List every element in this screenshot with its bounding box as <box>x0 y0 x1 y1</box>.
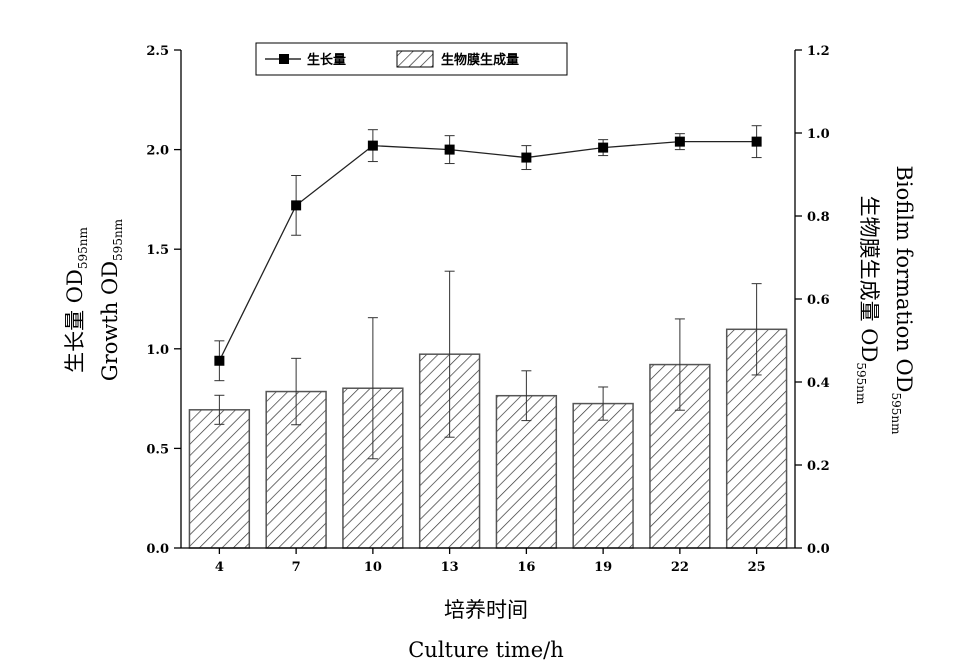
legend-hatch-swatch <box>396 50 434 68</box>
x-tick-label: 22 <box>671 560 689 575</box>
biofilm-bar <box>188 409 251 549</box>
y-right-tick-label: 0.8 <box>807 210 830 225</box>
growth-point <box>367 140 378 151</box>
legend: 生长量 生物膜生成量 <box>255 42 568 76</box>
y-right-tick-label: 0.4 <box>807 376 830 391</box>
growth-point <box>444 144 455 155</box>
growth-point <box>291 200 302 211</box>
y-left-title-cn: 生长量 OD595nm <box>63 227 90 373</box>
x-tick-label: 7 <box>292 560 301 575</box>
y-left-tick-label: 2.0 <box>146 144 169 159</box>
y-right-tick-label: 0.6 <box>807 293 830 308</box>
y-left-tick-label: 1.0 <box>146 343 169 358</box>
y-left-title-en: Growth OD595nm <box>98 218 125 381</box>
growth-point <box>674 136 685 147</box>
x-axis-title-cn: 培养时间 <box>444 598 528 622</box>
biofilm-bar <box>572 402 634 549</box>
y-right-tick-label: 0.2 <box>807 459 830 474</box>
x-tick-label: 4 <box>215 560 224 575</box>
y-right-title-en: Biofilm formation OD595nm <box>889 165 916 435</box>
axes-layer: 0.0 0.5 1.0 1.5 2.0 2.5 0.0 0.2 0.4 0.6 0.8 1.0 1.2 4… <box>146 44 829 575</box>
y-left-tick-label: 1.5 <box>146 243 169 258</box>
y-right-tick-label: 0.0 <box>807 542 830 557</box>
legend-label-biofilm: 生物膜生成量 <box>441 52 519 68</box>
x-tick-label: 16 <box>517 560 535 575</box>
y-left-tick-label: 0.0 <box>146 542 169 557</box>
x-tick-label: 19 <box>594 560 612 575</box>
bars-layer <box>188 270 788 549</box>
line-layer <box>214 125 762 382</box>
legend-label-growth: 生长量 <box>307 52 346 68</box>
x-tick-label: 10 <box>364 560 382 575</box>
growth-line <box>218 140 757 362</box>
growth-point <box>751 136 762 147</box>
y-right-tick-label: 1.0 <box>807 127 830 142</box>
x-tick-label: 25 <box>748 560 766 575</box>
titles-layer: 培养时间 Culture time/h 生长量 OD595nm Growth O… <box>63 165 916 662</box>
legend-square-marker <box>279 54 289 64</box>
y-right-tick-label: 1.2 <box>807 44 830 59</box>
y-left-tick-label: 0.5 <box>146 442 169 457</box>
y-left-tick-label: 2.5 <box>146 44 169 59</box>
x-tick-label: 13 <box>441 560 459 575</box>
x-axis-title-en: Culture time/h <box>408 638 564 662</box>
growth-point <box>214 355 225 366</box>
growth-point <box>598 142 609 153</box>
growth-point <box>521 152 532 163</box>
y-right-title-cn: 生物膜生成量 OD595nm <box>854 196 881 405</box>
